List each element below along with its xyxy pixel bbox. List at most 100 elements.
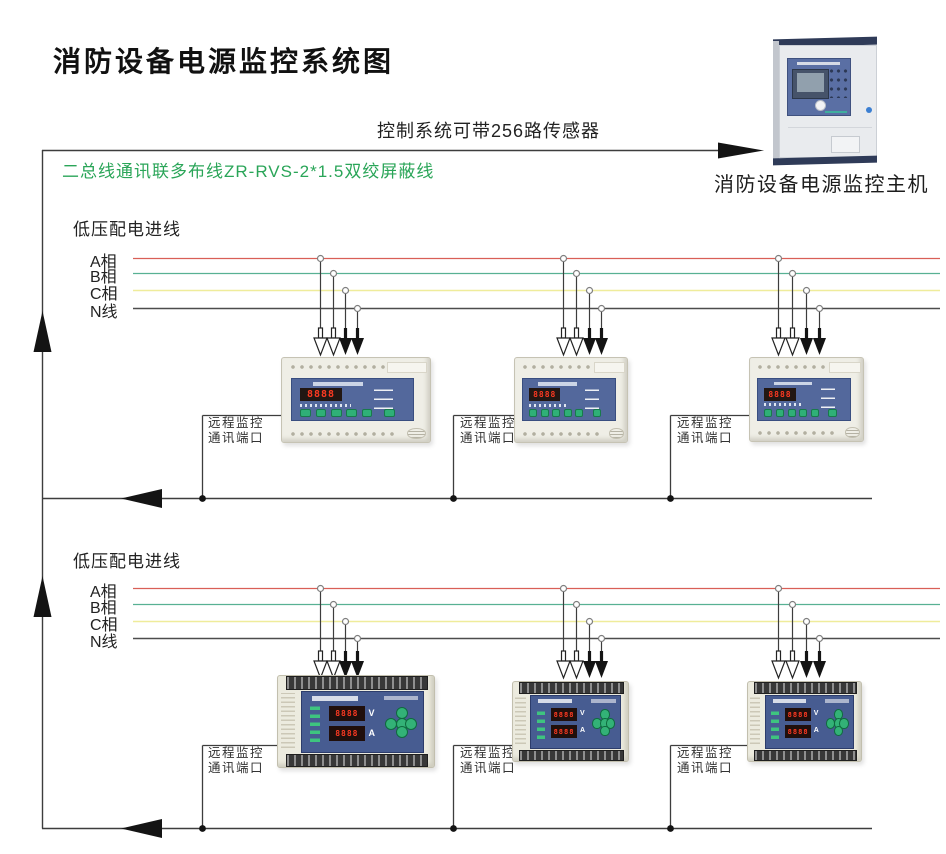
terminal-dots-top [520,363,595,372]
feed-label-s2: 低压配电进线 [73,552,181,571]
panel-button [552,409,561,418]
indicator-labels [374,384,393,409]
port-label-line2: 通讯端口 [677,761,734,775]
led-column [771,708,779,740]
sensor-front-panel: 8888 [290,378,415,422]
tap-filled-n [813,304,826,355]
capacity-note: 控制系统可带256路传感器 [377,121,601,141]
page-title: 消防设备电源监控系统图 [53,47,395,78]
buzzer-speaker [845,427,860,438]
tap-filled-n [351,634,364,678]
panel-button [575,409,584,418]
side-vents [515,697,526,745]
tap-filled-n [813,634,826,678]
port-label: 远程监控 通讯端口 [208,416,264,446]
port-label-line2: 通讯端口 [460,431,517,445]
bus-junction-dot [199,495,206,502]
tap-filled-c [339,286,352,355]
host-round-button [815,100,827,112]
host-unit-label: 消防设备电源监控主机 [714,174,929,196]
sensor-front-panel: 8888 [521,378,616,422]
nav-keypad [592,709,616,737]
port-label: 远程监控 通讯端口 [677,746,733,776]
tap-hollow-a [771,584,786,680]
tap-hollow-a [556,254,571,357]
panel-button [764,408,773,417]
panel-button [775,408,785,417]
phase-n-label-s2: N线 [90,634,118,651]
buzzer-speaker [609,428,624,439]
volt-unit-label: V [579,709,585,717]
terminal-dots-top [755,362,831,371]
tap-filled-n [595,634,608,678]
panel-title-strip [538,699,572,704]
tap-hollow-a [556,584,571,680]
phase-b-label-s1: B相 [90,269,117,286]
monitor-host-unit [773,36,877,166]
nav-keypad [825,709,849,737]
bus-junction-dot [199,825,206,832]
panel-title-strip [773,381,813,386]
tap-hollow-b [326,600,341,680]
sensor-front-panel: 8888 [756,377,852,421]
tap-hollow-a [771,254,786,357]
phase-a-label-s2: A相 [90,584,117,601]
panel-button [563,409,572,418]
port-label: 远程监控 通讯端口 [460,746,516,776]
terminal-block-bottom [285,754,429,767]
power-sensor-a1: 8888 [281,357,431,443]
seven-segment-display: 8888 [529,388,561,402]
terminal-block-top [753,682,858,695]
indicator-labels [820,384,835,409]
host-side-edge [773,41,779,160]
panel-button [811,408,820,417]
display-ticks [764,403,804,407]
phase-b-label-s2: B相 [90,600,117,617]
amp-unit-label: A [579,726,585,734]
panel-button [384,409,395,418]
host-card-slot [831,136,861,154]
side-vents [750,697,761,745]
tap-filled-n [595,304,608,355]
terminal-dots-bottom [520,429,604,438]
panel-button [540,409,549,418]
port-label: 远程监控 通讯端口 [460,416,516,446]
tap-hollow-b [569,600,584,680]
keypad-down-button [395,726,408,739]
tap-hollow-b [326,269,341,357]
sensor-front-panel: 8888 8888 V A [764,694,854,749]
seven-segment-display: 8888 [300,388,342,402]
riser-up-arrow-2-icon [33,576,52,617]
top-tab [829,362,861,374]
tap-hollow-b [785,269,800,357]
nav-keypad [385,707,417,739]
riser-up-arrow-1-icon [33,311,52,352]
port-label-line2: 通讯端口 [677,431,734,445]
port-label-line2: 通讯端口 [208,431,265,445]
tap-hollow-b [785,600,800,680]
buzzer-speaker [407,428,426,439]
host-door-seam [787,127,873,129]
amp-display: 8888 [550,725,578,739]
panel-button [300,409,311,418]
panel-title-strip [538,382,577,386]
tap-hollow-a [313,584,328,680]
tap-filled-c [583,286,596,355]
keypad-right-button [606,718,616,730]
panel-button [315,409,327,418]
amp-display: 8888 [328,725,365,741]
power-sensor-b2: 8888 8888 V A [512,681,629,762]
panel-button [529,409,538,418]
port-label-line2: 通讯端口 [460,761,517,775]
bus-junction-dot [450,495,457,502]
panel-button [346,409,357,418]
port-label-line1: 远程监控 [677,746,734,760]
side-vents [281,693,296,748]
panel-title-strip [311,695,358,701]
tap-hollow-a [313,254,328,357]
host-front-panel [787,58,851,116]
phase-n-label-s1: N线 [90,304,118,321]
bus-junction-dot [667,825,674,832]
tap-filled-c [800,286,813,355]
